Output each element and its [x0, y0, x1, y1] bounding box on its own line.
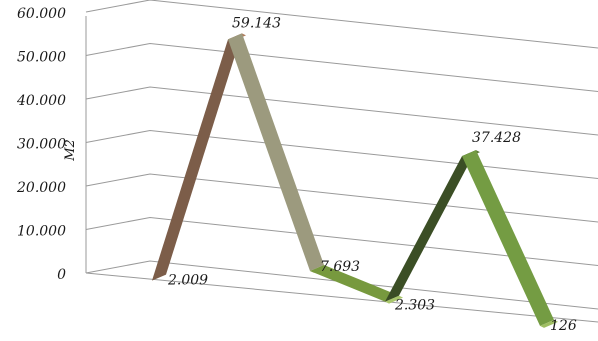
gridline	[85, 173, 598, 223]
gridline	[85, 0, 598, 49]
ribbon-segment	[310, 264, 399, 302]
gridline	[85, 216, 598, 266]
ribbon-segment	[385, 150, 476, 302]
y-tick-label: 60.000	[17, 6, 66, 22]
data-label: 2.303	[394, 298, 435, 314]
data-label: 2.009	[167, 273, 208, 289]
data-labels: 2.009 59.143 7.693 2.303 37.428 126	[167, 15, 577, 334]
floor-edge	[85, 272, 598, 323]
y-tick-label: 30.000	[17, 137, 66, 153]
gridlines	[85, 0, 598, 323]
ribbon-segment	[228, 33, 324, 271]
ribbon-series	[152, 33, 558, 328]
gridline	[85, 42, 598, 92]
data-label: 126	[550, 318, 577, 334]
data-label: 37.428	[472, 130, 521, 146]
ribbon-segment	[462, 150, 554, 326]
gridline	[85, 260, 598, 310]
gridline	[85, 86, 598, 136]
data-label: 7.693	[320, 259, 360, 275]
gridline	[85, 129, 598, 179]
y-tick-label: 50.000	[17, 50, 66, 66]
y-tick-label: 40.000	[16, 93, 66, 109]
ribbon-joint	[385, 295, 403, 304]
y-axis-label: M2	[63, 139, 78, 162]
y-tick-label: 20.000	[16, 180, 66, 196]
data-label: 59.143	[232, 15, 281, 31]
y-tick-label: 0	[57, 267, 66, 283]
y-axis-ticks: 0 10.000 20.000 30.000 40.000 50.000 60.000	[16, 6, 66, 283]
ribbon-segment	[152, 33, 242, 281]
ribbon-joint	[540, 319, 558, 328]
y-tick-label: 10.000	[17, 224, 66, 240]
